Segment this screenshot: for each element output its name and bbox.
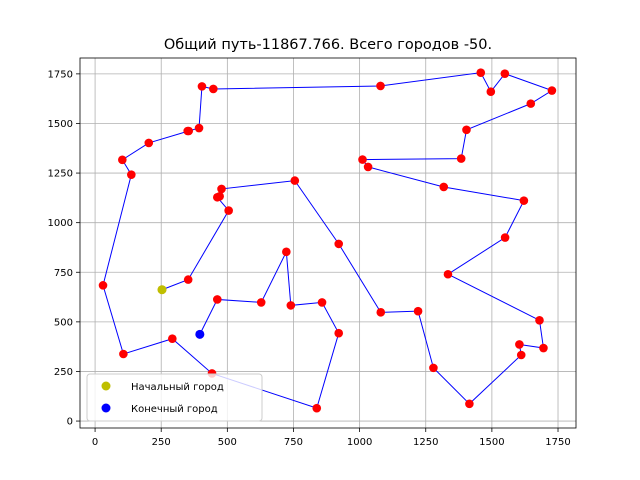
- city-point: [334, 239, 344, 249]
- y-tick-label: 1750: [48, 69, 73, 80]
- x-tick-label: 1250: [413, 437, 438, 448]
- city-point: [256, 298, 266, 307]
- city-point: [476, 68, 486, 77]
- city-point: [516, 350, 526, 360]
- plot-area: [80, 58, 576, 428]
- axis-ticks: 0 250 500 750 1000 1250 1500 1750 0 250 500 750 1000…: [48, 69, 571, 448]
- city-point: [413, 306, 423, 316]
- city-point: [429, 363, 438, 373]
- city-point: [215, 191, 224, 201]
- city-point: [209, 84, 218, 94]
- city-point: [98, 281, 108, 290]
- city-point: [358, 155, 367, 164]
- city-point: [515, 340, 524, 349]
- city-point: [217, 184, 226, 194]
- city-point: [144, 138, 154, 148]
- city-point: [312, 403, 322, 413]
- x-tick-label: 500: [218, 437, 237, 448]
- city-point: [500, 233, 510, 242]
- legend-start-label: Начальный город: [131, 382, 224, 393]
- y-tick-label: 750: [54, 268, 73, 279]
- city-point: [462, 125, 471, 135]
- city-point: [547, 86, 557, 95]
- x-tick-label: 250: [152, 437, 171, 448]
- y-tick-label: 1250: [48, 169, 73, 180]
- city-point: [317, 298, 327, 307]
- grid: [80, 58, 576, 428]
- city-point: [212, 295, 222, 304]
- x-tick-label: 1500: [479, 437, 504, 448]
- city-point: [363, 162, 373, 172]
- legend-end-label: Конечный город: [131, 404, 218, 415]
- end-city-point: [195, 329, 205, 339]
- y-tick-label: 250: [54, 367, 73, 378]
- city-point: [376, 308, 386, 317]
- y-tick-label: 1000: [48, 218, 73, 229]
- city-point: [526, 99, 536, 108]
- start-city-point: [157, 285, 167, 295]
- plot-frame: [79, 57, 577, 429]
- city-point: [500, 69, 510, 78]
- city-point: [224, 206, 233, 215]
- city-point: [519, 196, 529, 205]
- city-point: [456, 154, 466, 163]
- city-point: [119, 349, 128, 359]
- city-point: [194, 123, 204, 133]
- city-point: [183, 126, 192, 136]
- city-point: [127, 170, 136, 179]
- city-point: [168, 334, 177, 344]
- y-tick-label: 500: [54, 317, 73, 328]
- city-point: [290, 176, 300, 185]
- legend-start-marker: [101, 381, 111, 391]
- city-point: [183, 275, 193, 284]
- city-markers: [98, 68, 557, 413]
- city-point: [282, 247, 291, 257]
- chart-title: Общий путь-11867.766. Всего городов -50.: [164, 37, 492, 53]
- city-point: [286, 301, 296, 310]
- city-point: [118, 155, 127, 165]
- city-point: [539, 343, 548, 353]
- city-point: [535, 315, 544, 325]
- city-point: [486, 87, 496, 97]
- city-point: [443, 269, 453, 279]
- city-point: [376, 81, 385, 91]
- x-tick-label: 1750: [545, 437, 570, 448]
- legend-end-marker: [101, 403, 111, 413]
- x-tick-label: 750: [284, 437, 303, 448]
- y-tick-label: 1500: [48, 119, 73, 130]
- x-tick-label: 0: [92, 437, 98, 448]
- legend: Начальный город Конечный город: [86, 373, 263, 422]
- x-tick-label: 1000: [347, 437, 372, 448]
- city-point: [334, 328, 344, 338]
- legend-frame: [86, 373, 263, 422]
- city-point: [197, 82, 207, 91]
- y-tick-label: 0: [67, 417, 73, 428]
- city-point: [465, 399, 474, 409]
- city-point: [439, 182, 449, 192]
